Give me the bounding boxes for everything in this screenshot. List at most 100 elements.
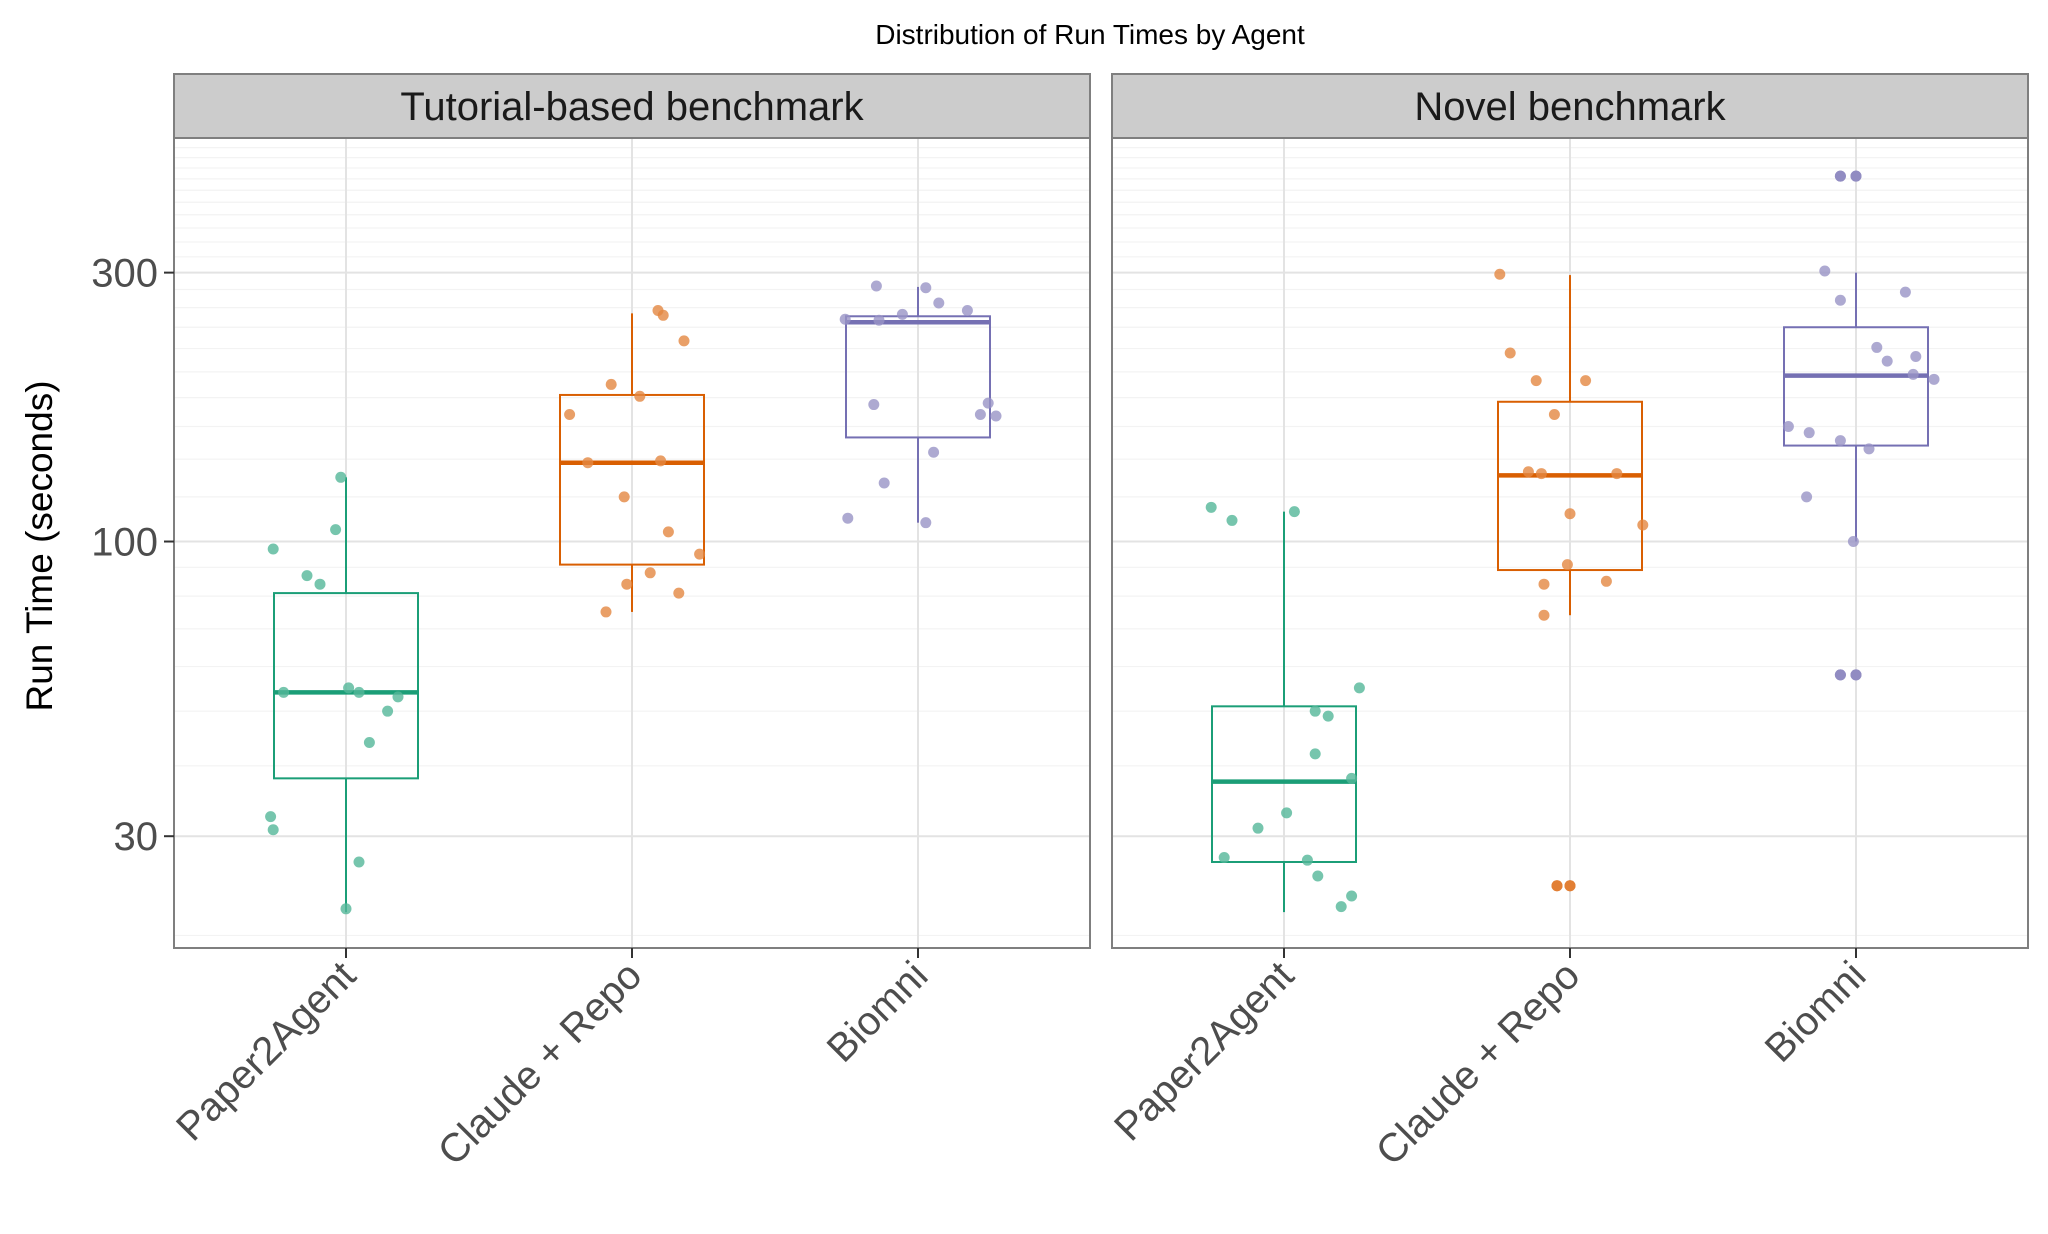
data-point <box>1281 807 1293 819</box>
data-point <box>1218 852 1230 864</box>
data-point <box>1928 373 1940 385</box>
data-point <box>340 903 352 915</box>
data-point <box>1309 705 1321 717</box>
data-point <box>1309 748 1321 760</box>
facet-strip <box>1111 73 2029 139</box>
data-point <box>1346 890 1358 902</box>
data-point <box>1252 822 1264 834</box>
data-point <box>1494 268 1506 280</box>
data-point <box>1301 854 1313 866</box>
data-point <box>673 587 685 599</box>
data-point <box>933 297 945 309</box>
data-point <box>657 309 669 321</box>
data-point <box>1535 468 1547 480</box>
data-point <box>1504 347 1516 359</box>
data-point <box>267 824 279 836</box>
data-point <box>1561 559 1573 571</box>
data-point <box>278 686 290 698</box>
box-paper2agent <box>1205 501 1365 913</box>
data-point <box>382 705 394 717</box>
box-biomni <box>839 280 1002 529</box>
data-point <box>1907 368 1919 380</box>
data-point <box>868 399 880 411</box>
box-rect <box>845 315 991 439</box>
y-axis-label: Run Time (seconds) <box>19 380 60 711</box>
data-point <box>1899 286 1911 298</box>
data-point <box>1564 880 1576 892</box>
data-point <box>1850 669 1862 681</box>
chart-title: Distribution of Run Times by Agent <box>875 19 1305 50</box>
data-point <box>582 457 594 469</box>
data-point <box>1226 514 1238 526</box>
data-point <box>335 471 347 483</box>
data-point <box>1353 682 1365 694</box>
data-point <box>1834 435 1846 447</box>
data-point <box>928 446 940 458</box>
data-point <box>1312 870 1324 882</box>
data-point <box>678 335 690 347</box>
data-point <box>564 409 576 421</box>
data-point <box>1834 170 1846 182</box>
data-point <box>265 811 277 823</box>
data-point <box>982 397 994 409</box>
box-rect <box>273 592 419 780</box>
data-point <box>839 313 851 325</box>
data-point <box>1910 350 1922 362</box>
data-point <box>392 691 404 703</box>
data-point <box>1801 491 1813 503</box>
box-rect <box>1497 400 1643 572</box>
data-point <box>694 548 706 560</box>
data-point <box>605 378 617 390</box>
data-point <box>1548 409 1560 421</box>
data-point <box>1538 578 1550 590</box>
data-point <box>1850 170 1862 182</box>
data-point <box>974 409 986 421</box>
facet-strip-label: Tutorial-based benchmark <box>400 85 864 129</box>
facet-strip <box>173 73 1091 139</box>
data-point <box>621 578 633 590</box>
data-point <box>1551 880 1563 892</box>
data-point <box>1637 519 1649 531</box>
data-point <box>353 686 365 698</box>
data-point <box>1538 609 1550 621</box>
data-point <box>618 491 630 503</box>
data-point <box>1600 575 1612 587</box>
data-point <box>634 390 646 402</box>
data-point <box>1564 508 1576 520</box>
data-point <box>1522 466 1534 478</box>
data-point <box>870 280 882 292</box>
data-point <box>330 524 342 536</box>
box-rect <box>559 393 705 566</box>
box-claude-repo <box>1494 268 1649 892</box>
data-point <box>301 570 313 582</box>
data-point <box>920 517 932 529</box>
data-point <box>1871 341 1883 353</box>
data-point <box>878 477 890 489</box>
data-point <box>990 410 1002 422</box>
data-point <box>1803 427 1815 439</box>
data-point <box>1346 772 1358 784</box>
data-point <box>1288 506 1300 518</box>
data-point <box>1819 265 1831 277</box>
data-point <box>961 304 973 316</box>
box-paper2agent <box>265 471 419 915</box>
facet-strip-label: Novel benchmark <box>1414 85 1726 129</box>
data-point <box>1847 536 1859 548</box>
data-point <box>873 314 885 326</box>
y-tick-label: 300 <box>91 252 158 296</box>
data-point <box>1881 355 1893 367</box>
box-rect <box>1211 705 1357 863</box>
box-rect <box>1783 326 1929 447</box>
data-point <box>644 567 656 579</box>
data-point <box>314 578 326 590</box>
data-point <box>267 543 279 555</box>
y-tick-label: 30 <box>114 815 159 859</box>
box-biomni <box>1782 170 1940 681</box>
data-point <box>1834 294 1846 306</box>
data-point <box>662 526 674 538</box>
data-point <box>343 682 355 694</box>
data-point <box>363 736 375 748</box>
data-point <box>920 282 932 294</box>
